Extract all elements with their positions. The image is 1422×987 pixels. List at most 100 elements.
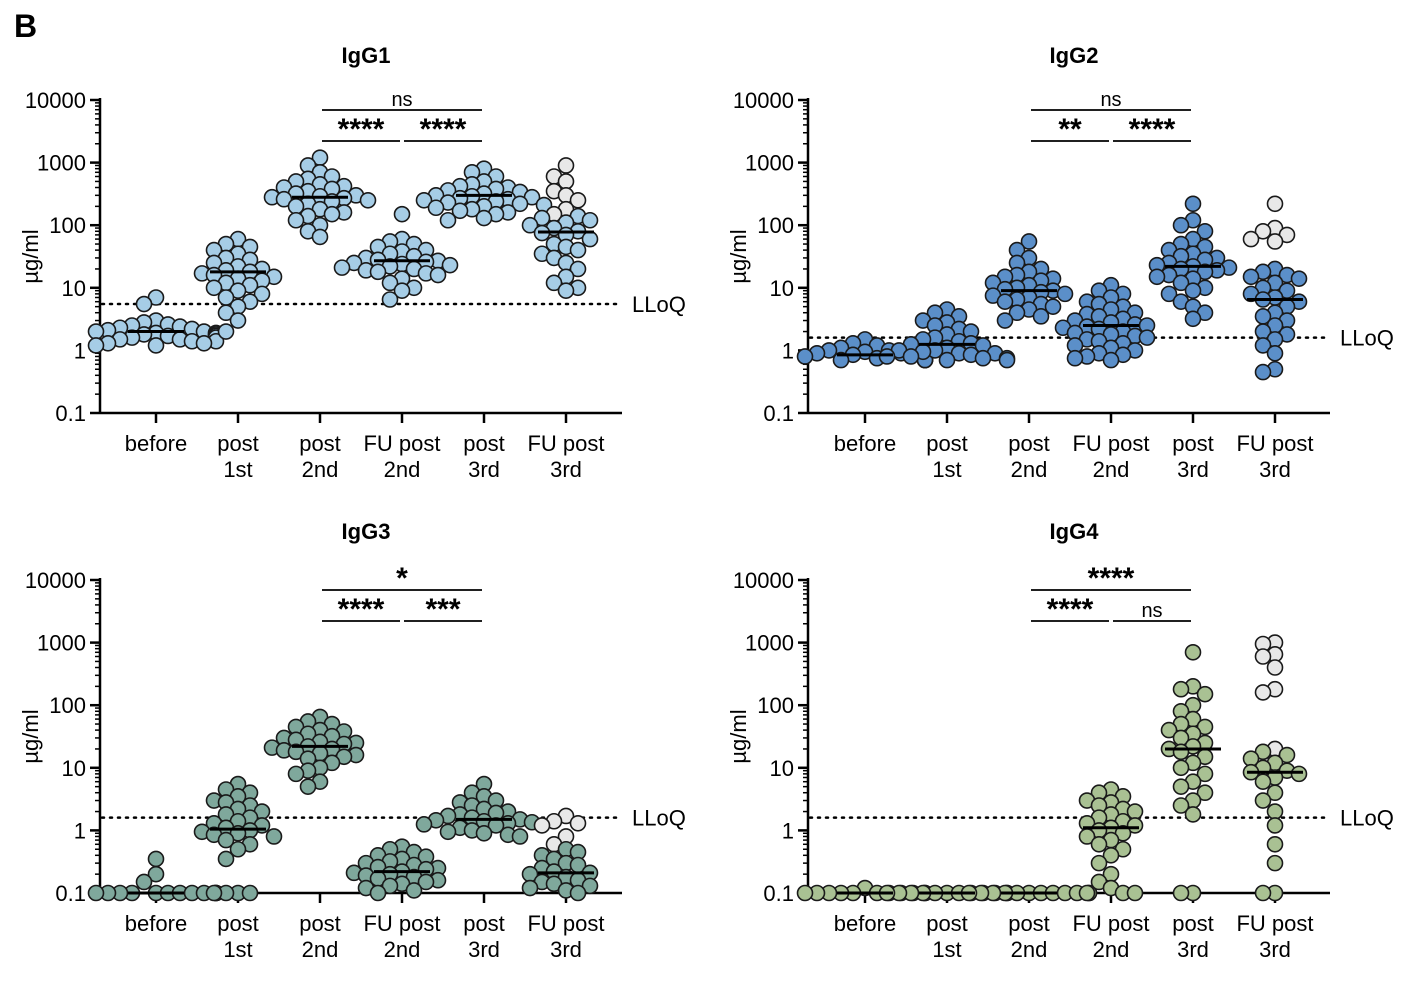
y-tick-label: 1 xyxy=(782,818,794,843)
data-point xyxy=(217,831,235,849)
data-point xyxy=(1172,797,1190,814)
data-point xyxy=(796,884,814,902)
data-point xyxy=(1008,304,1026,322)
y-tick-label: 1000 xyxy=(37,631,86,656)
data-point xyxy=(1242,230,1260,248)
x-tick-label: 3rd xyxy=(550,457,582,482)
data-point xyxy=(1254,792,1272,809)
x-tick-label: 3rd xyxy=(550,937,582,962)
lloq-label: LLoQ xyxy=(1340,806,1394,831)
x-tick-label: 2nd xyxy=(1011,937,1048,962)
significance-label: **** xyxy=(338,593,385,626)
x-tick-label: 2nd xyxy=(384,937,421,962)
y-tick-label: 10000 xyxy=(733,88,794,113)
y-tick-label: 10 xyxy=(770,756,794,781)
data-point xyxy=(581,877,599,895)
significance-label: **** xyxy=(1129,113,1176,146)
data-point xyxy=(902,348,920,365)
x-tick-label: 1st xyxy=(932,457,961,482)
y-tick-label: 10 xyxy=(770,276,794,301)
x-tick-label: post xyxy=(1008,911,1050,936)
data-point xyxy=(1266,817,1284,834)
data-point xyxy=(87,884,105,902)
data-point xyxy=(359,191,377,209)
significance-label: *** xyxy=(425,593,460,626)
x-tick-label: FU post xyxy=(1236,431,1313,456)
x-tick-label: post xyxy=(463,431,505,456)
data-point xyxy=(195,334,213,352)
data-point xyxy=(287,765,305,783)
x-tick-label: 2nd xyxy=(1011,457,1048,482)
data-point xyxy=(147,337,165,354)
data-point xyxy=(1184,195,1202,213)
data-point xyxy=(1066,349,1084,367)
data-point xyxy=(311,228,329,246)
data-point xyxy=(1138,329,1156,346)
data-point xyxy=(1266,784,1284,802)
data-point xyxy=(569,884,587,902)
lloq-label: LLoQ xyxy=(632,292,686,317)
y-tick-label: 1000 xyxy=(745,151,794,176)
data-point xyxy=(1102,847,1120,864)
x-tick-label: post xyxy=(217,431,259,456)
data-point xyxy=(393,282,411,299)
data-point xyxy=(1126,884,1144,902)
data-point xyxy=(878,348,896,365)
data-point xyxy=(417,873,435,891)
data-point xyxy=(275,190,293,208)
data-point xyxy=(996,312,1014,329)
data-point xyxy=(1266,233,1284,250)
data-point xyxy=(323,205,341,223)
data-point xyxy=(439,211,457,229)
significance-label: **** xyxy=(338,113,385,146)
y-tick-label: 1 xyxy=(74,338,86,363)
data-point xyxy=(369,263,387,281)
data-point xyxy=(415,816,433,833)
data-point xyxy=(381,877,399,895)
data-point xyxy=(229,840,247,858)
x-tick-label: FU post xyxy=(363,431,440,456)
y-axis-label: µg/ml xyxy=(726,709,751,763)
data-point xyxy=(1266,835,1284,853)
data-point xyxy=(229,312,247,329)
data-point xyxy=(369,884,387,902)
x-tick-label: post xyxy=(1172,911,1214,936)
x-tick-label: post xyxy=(926,431,968,456)
y-tick-label: 0.1 xyxy=(55,881,86,906)
x-tick-label: post xyxy=(299,911,341,936)
data-point xyxy=(1184,643,1202,661)
data-point xyxy=(333,259,351,276)
y-tick-label: 100 xyxy=(757,213,794,238)
data-point xyxy=(287,211,305,229)
data-point xyxy=(832,351,850,369)
x-tick-label: 3rd xyxy=(1259,457,1291,482)
x-tick-label: 2nd xyxy=(1093,457,1130,482)
y-tick-label: 10000 xyxy=(25,88,86,113)
data-point xyxy=(405,882,423,899)
data-point xyxy=(1172,884,1190,902)
data-point xyxy=(557,157,575,174)
significance-label: ns xyxy=(1141,600,1162,622)
x-tick-label: post xyxy=(217,911,259,936)
data-point xyxy=(475,209,493,227)
data-point xyxy=(1254,773,1272,790)
x-tick-label: post xyxy=(299,431,341,456)
data-point xyxy=(521,216,539,234)
data-point xyxy=(441,256,459,274)
data-point xyxy=(1148,268,1166,286)
data-point xyxy=(521,879,539,897)
data-point xyxy=(451,202,469,220)
data-point xyxy=(1172,778,1190,795)
data-point xyxy=(381,274,399,292)
lloq-label: LLoQ xyxy=(1340,326,1394,351)
data-point xyxy=(569,814,587,832)
data-point xyxy=(1172,759,1190,777)
data-point xyxy=(1254,363,1272,381)
x-tick-label: FU post xyxy=(1072,431,1149,456)
data-point xyxy=(996,293,1014,310)
data-point xyxy=(1242,268,1260,286)
data-point xyxy=(427,199,445,217)
x-tick-label: 2nd xyxy=(384,457,421,482)
